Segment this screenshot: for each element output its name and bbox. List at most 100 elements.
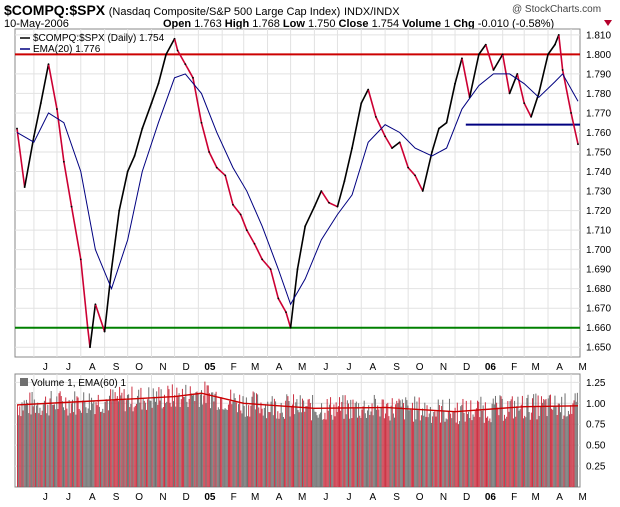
volume-bar: [248, 405, 250, 487]
volume-bar: [461, 404, 463, 487]
volume-bar: [286, 394, 288, 487]
price-x-tick-label: F: [511, 362, 517, 373]
brand[interactable]: @ StockCharts.com: [512, 4, 602, 15]
volume-bar: [230, 389, 232, 487]
volume-bar: [398, 398, 400, 487]
price-point: [285, 311, 287, 313]
volume-bar: [243, 406, 245, 487]
volume-bar: [223, 409, 225, 487]
volume-bar: [425, 416, 427, 487]
price-line-segment: [431, 128, 440, 153]
volume-bar: [41, 410, 43, 487]
price-x-tick-label: D: [463, 362, 470, 373]
volume-bar: [507, 401, 509, 487]
price-point: [360, 102, 363, 105]
volume-bar: [196, 391, 198, 487]
volume-bar: [297, 410, 299, 487]
volume-bar: [276, 418, 278, 487]
volume-bar: [518, 410, 520, 487]
volume-bar: [324, 412, 326, 487]
volume-bar: [350, 399, 352, 487]
price-point: [477, 53, 480, 56]
volume-bar: [28, 413, 30, 487]
volume-bar: [134, 405, 136, 487]
volume-bar: [576, 392, 578, 487]
volume-bar: [342, 395, 344, 487]
price-line-segment: [89, 304, 97, 348]
high-label: High: [224, 18, 250, 30]
volume-bar: [525, 417, 527, 487]
volume-bar: [94, 414, 96, 487]
volume-bar: [413, 421, 415, 487]
volume-bar: [448, 398, 450, 487]
volume-bar: [226, 409, 228, 487]
volume-bar: [69, 413, 71, 487]
price-line-segment: [63, 161, 73, 207]
price-line-segment: [103, 269, 113, 332]
volume-bar: [515, 416, 517, 487]
volume-bar: [218, 409, 220, 487]
price-y-tick-label: 1.760: [586, 128, 611, 139]
volume-bar: [234, 398, 236, 487]
price-line-segment: [454, 58, 463, 84]
volume-x-tick-label: A: [276, 492, 283, 503]
price-line-segment: [208, 151, 218, 168]
volume-bar: [569, 414, 571, 487]
volume-bar: [92, 403, 94, 487]
volume-bar: [464, 421, 466, 487]
open-value: 1.763: [194, 18, 222, 30]
volume-bar: [306, 406, 308, 487]
price-point: [516, 73, 519, 75]
price-line-segment: [530, 93, 540, 118]
volume-bar: [153, 396, 155, 487]
price-point: [461, 57, 463, 60]
volume-bar: [75, 414, 77, 487]
volume-bar: [434, 411, 436, 487]
price-line-segment: [47, 63, 58, 110]
price-x-tick-label: J: [323, 362, 328, 373]
volume-bar: [201, 390, 203, 487]
volume-bar: [183, 396, 185, 487]
price-point: [561, 69, 564, 71]
volume-bar: [58, 393, 60, 487]
volume-bar: [328, 404, 330, 487]
price-x-tick-label: M: [251, 362, 259, 373]
price-x-tick-label: 05: [204, 362, 216, 373]
volume-bar: [281, 412, 283, 487]
price-point: [94, 303, 97, 306]
volume-bar: [500, 396, 502, 487]
volume-bar: [528, 412, 530, 487]
volume-bar: [404, 419, 406, 487]
volume-bar: [565, 416, 567, 487]
volume-bar: [185, 384, 187, 487]
description: (Nasdaq Composite/S&P 500 Large Cap Inde…: [108, 6, 341, 18]
volume-bar: [214, 393, 216, 487]
price-point: [508, 92, 511, 95]
price-point: [103, 330, 106, 333]
volume-bar: [162, 407, 164, 487]
volume-bar: [187, 407, 189, 487]
volume-bar: [294, 414, 296, 487]
volume-bar: [315, 412, 317, 487]
price-point: [492, 69, 495, 71]
volume-bar: [326, 399, 328, 487]
volume-bar: [143, 400, 145, 487]
price-x-tick-label: A: [556, 362, 563, 373]
price-point: [86, 326, 89, 329]
price-point: [304, 225, 307, 228]
price-line-segment: [296, 226, 306, 270]
volume-bar: [333, 404, 335, 487]
price-point: [157, 82, 160, 85]
volume-bar: [128, 394, 130, 487]
volume-bar: [453, 411, 455, 487]
price-point: [421, 190, 424, 192]
volume-bar: [420, 415, 422, 487]
volume-x-tick-label: O: [416, 492, 424, 503]
volume-bar: [377, 405, 379, 487]
volume-bar: [106, 399, 108, 487]
volume-x-tick-label: 06: [485, 492, 497, 503]
price-point: [176, 49, 179, 52]
volume-bar: [382, 399, 384, 487]
volume-bar: [545, 398, 547, 487]
volume-bar: [399, 400, 401, 487]
